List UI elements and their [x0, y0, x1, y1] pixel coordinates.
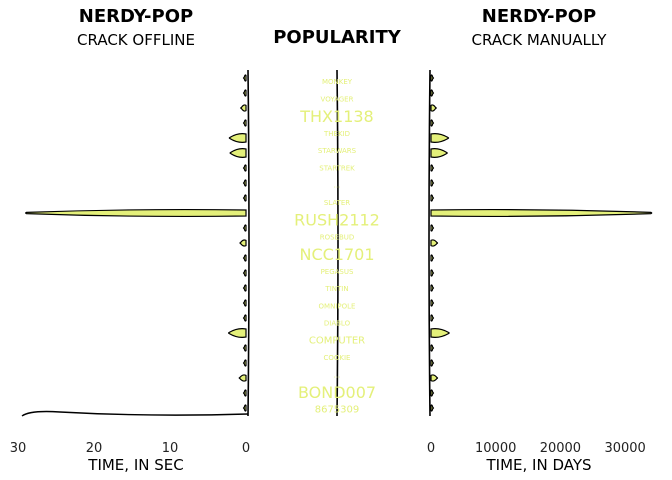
bar	[240, 104, 247, 112]
bar	[430, 269, 435, 277]
bar	[430, 239, 439, 247]
x-tick-label: 20	[86, 441, 103, 456]
bar	[430, 179, 435, 187]
bar	[430, 404, 435, 412]
bar	[430, 284, 435, 292]
password-word: VOYAGER	[321, 95, 354, 103]
bar	[430, 194, 435, 202]
right-axis-line	[428, 69, 431, 417]
password-word: OMNIPOLE	[319, 302, 356, 310]
right-x-axis-label: TIME, IN DAYS	[485, 456, 591, 474]
left-axis-line	[247, 69, 250, 417]
bar	[242, 164, 247, 172]
bar	[242, 254, 247, 262]
left-bar-panel: 30 20 10 0 TIME, IN SEC	[10, 69, 250, 474]
bar	[25, 208, 247, 218]
password-word: STARTREK	[319, 164, 355, 172]
bar	[242, 74, 247, 82]
bar	[242, 269, 247, 277]
bar	[430, 208, 653, 218]
right-bar-panel: 0 10000 20000 30000 TIME, IN DAYS	[427, 69, 653, 474]
x-tick-label: 30	[10, 441, 27, 456]
password-word: ROSEBUD	[320, 233, 355, 241]
popularity-word-column: MONKEY VOYAGER THX1138 THEKID STARWARS STARTR…	[294, 69, 380, 417]
bar	[430, 133, 450, 143]
password-word: SLATER	[324, 199, 350, 207]
bar	[430, 389, 435, 397]
bar	[242, 314, 247, 322]
bar	[430, 119, 435, 127]
x-tick-label: 30000	[604, 441, 645, 456]
bar	[242, 179, 247, 187]
left-x-axis-label: TIME, IN SEC	[87, 456, 183, 474]
bar	[242, 284, 247, 292]
bar	[430, 359, 435, 367]
password-word: PEGASUS	[321, 268, 354, 276]
right-chart-subtitle: CRACK MANUALLY	[472, 31, 608, 49]
bar	[242, 194, 247, 202]
bar	[229, 148, 247, 158]
x-tick-label: 10	[162, 441, 179, 456]
x-tick-label: 0	[427, 441, 435, 456]
bar	[430, 104, 437, 112]
bar	[242, 359, 247, 367]
bar	[242, 344, 247, 352]
bar	[430, 374, 439, 382]
password-word: ...	[334, 182, 341, 190]
password-word: MONKEY	[322, 78, 353, 86]
bar	[242, 224, 247, 232]
bar	[242, 299, 247, 307]
bar	[430, 344, 435, 352]
bar	[430, 164, 435, 172]
bar	[242, 119, 247, 127]
bar	[242, 89, 247, 97]
password-word: DIABLO	[324, 320, 351, 328]
popularity-title: POPULARITY	[273, 27, 402, 48]
x-tick-label: 0	[242, 441, 250, 456]
password-word: 8675309	[315, 405, 360, 416]
password-word: THEKID	[323, 130, 350, 138]
bar	[430, 254, 435, 262]
bar	[430, 74, 435, 82]
password-word: NCC1701	[299, 245, 374, 264]
x-tick-label: 10000	[475, 441, 516, 456]
bar	[228, 133, 247, 143]
right-chart-title: NERDY-POP	[482, 6, 596, 27]
bar	[227, 328, 247, 338]
left-chart-title: NERDY-POP	[79, 6, 193, 27]
bar	[430, 328, 450, 338]
bar	[430, 299, 435, 307]
password-word: BOND007	[298, 383, 376, 402]
password-word: COMPUTER	[309, 335, 365, 346]
left-baseline	[21, 410, 249, 417]
bar	[239, 239, 247, 247]
password-word: THX1138	[299, 107, 373, 126]
bar	[430, 314, 435, 322]
password-word: COOKIE	[324, 354, 351, 362]
bar	[238, 374, 247, 382]
bar	[430, 224, 435, 232]
left-chart-subtitle: CRACK OFFLINE	[77, 31, 195, 49]
x-tick-label: 20000	[540, 441, 581, 456]
bar	[430, 89, 435, 97]
password-word: ...	[334, 371, 341, 379]
password-word: STARWARS	[318, 147, 357, 155]
bar	[430, 148, 448, 158]
password-word: TINTIN	[324, 285, 348, 293]
popularity-axis-line	[336, 69, 339, 417]
bar	[242, 404, 247, 412]
bar	[242, 389, 247, 397]
password-word: RUSH2112	[294, 211, 380, 230]
